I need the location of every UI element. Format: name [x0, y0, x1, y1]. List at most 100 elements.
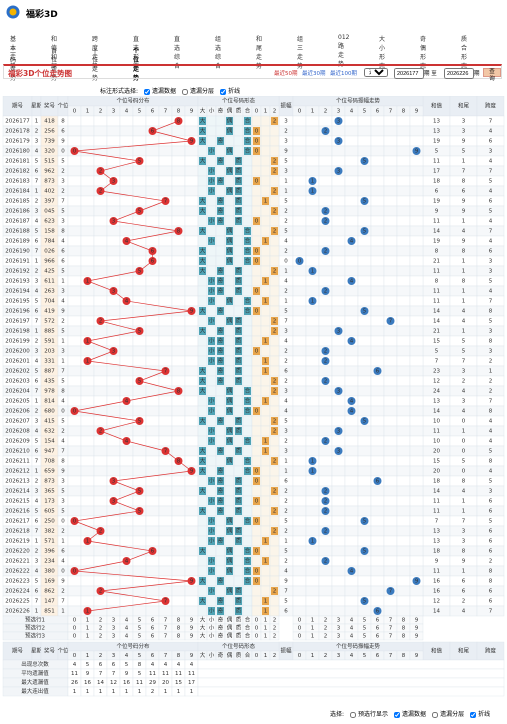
week-cell: 3 [35, 419, 39, 425]
cell [132, 175, 147, 187]
cell [242, 595, 253, 607]
preselect-digit: 6 [376, 618, 380, 624]
cell [132, 275, 147, 287]
amp-ball-label: 4 [350, 279, 354, 285]
number-cell: 026 [44, 249, 55, 255]
amp-ball-label: 9 [415, 579, 419, 585]
cell [171, 575, 186, 587]
cell [331, 585, 346, 597]
cell [305, 475, 320, 487]
cell [67, 415, 82, 427]
stat-value: 1 [99, 689, 103, 695]
form-label: 偶 [227, 397, 233, 405]
checkbox[interactable] [220, 88, 227, 95]
week-cell: 6 [35, 589, 39, 595]
form-mark [271, 587, 278, 595]
cell [476, 605, 505, 617]
form-mark [199, 117, 206, 125]
nav-link[interactable]: 组三走势 [297, 36, 304, 70]
week-cell: 1 [35, 399, 39, 405]
span-cell: 6 [489, 589, 493, 595]
nav-link[interactable]: 奇偶形态 [420, 36, 427, 70]
checkbox[interactable] [144, 88, 151, 95]
digit-header: 0 [73, 109, 77, 115]
week-cell: 4 [35, 289, 39, 295]
nav-link[interactable]: 和值和尾 [51, 36, 58, 70]
week-cell: 1 [35, 539, 39, 545]
cell [80, 135, 95, 147]
nav-link[interactable]: 012路走势 [338, 34, 350, 68]
nav-link[interactable]: 直选形态 [133, 36, 140, 70]
span-cell: 4 [489, 469, 493, 475]
cell [106, 365, 121, 377]
cell [132, 225, 147, 237]
cell [132, 165, 147, 177]
form-header: 小 [209, 651, 215, 659]
digit-ball [122, 397, 131, 405]
digit-ball [70, 517, 79, 525]
checkbox[interactable] [350, 711, 357, 718]
digit-ball-label: 1 [86, 609, 90, 615]
cell [158, 165, 173, 177]
cell [251, 435, 262, 447]
form-mark [235, 187, 242, 195]
form-label: 偶 [227, 437, 233, 445]
nav-link[interactable]: 基本走势 [10, 36, 17, 70]
query-button[interactable]: 查询 [483, 68, 501, 82]
cell [106, 195, 121, 207]
digit-cell: 9 [61, 469, 65, 475]
checkbox[interactable] [432, 711, 439, 718]
cell [145, 285, 160, 297]
checkbox[interactable] [394, 711, 401, 718]
cell [292, 135, 307, 147]
to-input[interactable] [444, 68, 474, 79]
cell [233, 555, 244, 567]
form-mark [235, 347, 242, 355]
period-link[interactable]: 最近30期 [302, 71, 326, 77]
form-label: 质 [236, 507, 242, 515]
from-input[interactable] [394, 68, 424, 79]
cell [67, 465, 82, 477]
span-cell: 4 [489, 429, 493, 435]
nav-link[interactable]: 跨度走势 [92, 36, 99, 70]
number-cell: 515 [44, 159, 55, 165]
digit-ball-label: 4 [125, 239, 129, 245]
nav-link[interactable]: 直选综合 [174, 36, 181, 70]
nav-link[interactable]: 质合形态 [461, 36, 468, 70]
cell [171, 595, 186, 607]
cell [158, 585, 173, 597]
form-label: 0 [255, 149, 259, 155]
cell [145, 335, 160, 347]
number-cell: 708 [44, 459, 55, 465]
form-mark [208, 397, 215, 405]
cell [93, 475, 108, 487]
nav-link[interactable]: 和尾走势 [256, 36, 263, 70]
period-link[interactable]: 最近50期 [274, 71, 298, 77]
sum-cell: 6 [435, 189, 439, 195]
form-mark [235, 167, 242, 175]
checkbox[interactable] [470, 711, 477, 718]
cell [80, 215, 95, 227]
cell [233, 465, 244, 477]
amp-ball [295, 257, 304, 265]
period-link[interactable]: 最近100期 [330, 71, 357, 77]
cell [269, 365, 280, 377]
cell [145, 595, 160, 607]
cell [260, 465, 271, 477]
nav-link[interactable]: 大小形态 [379, 36, 386, 70]
form-mark [199, 227, 206, 235]
tail-cell: 0 [462, 439, 466, 445]
cell [158, 605, 173, 617]
issue-cell: 2026181 [5, 159, 30, 165]
nav-link[interactable]: 组选综合 [215, 36, 222, 70]
form-label: 小 [209, 497, 215, 505]
cell [67, 305, 82, 317]
digit-ball-label: 6 [151, 129, 155, 135]
cell [67, 295, 82, 307]
checkbox[interactable] [182, 88, 189, 95]
cell [344, 445, 359, 457]
cell [80, 555, 95, 567]
form-label: 奇 [218, 367, 224, 375]
form-mark [262, 607, 269, 615]
period-select[interactable]: 近天 [364, 68, 388, 77]
